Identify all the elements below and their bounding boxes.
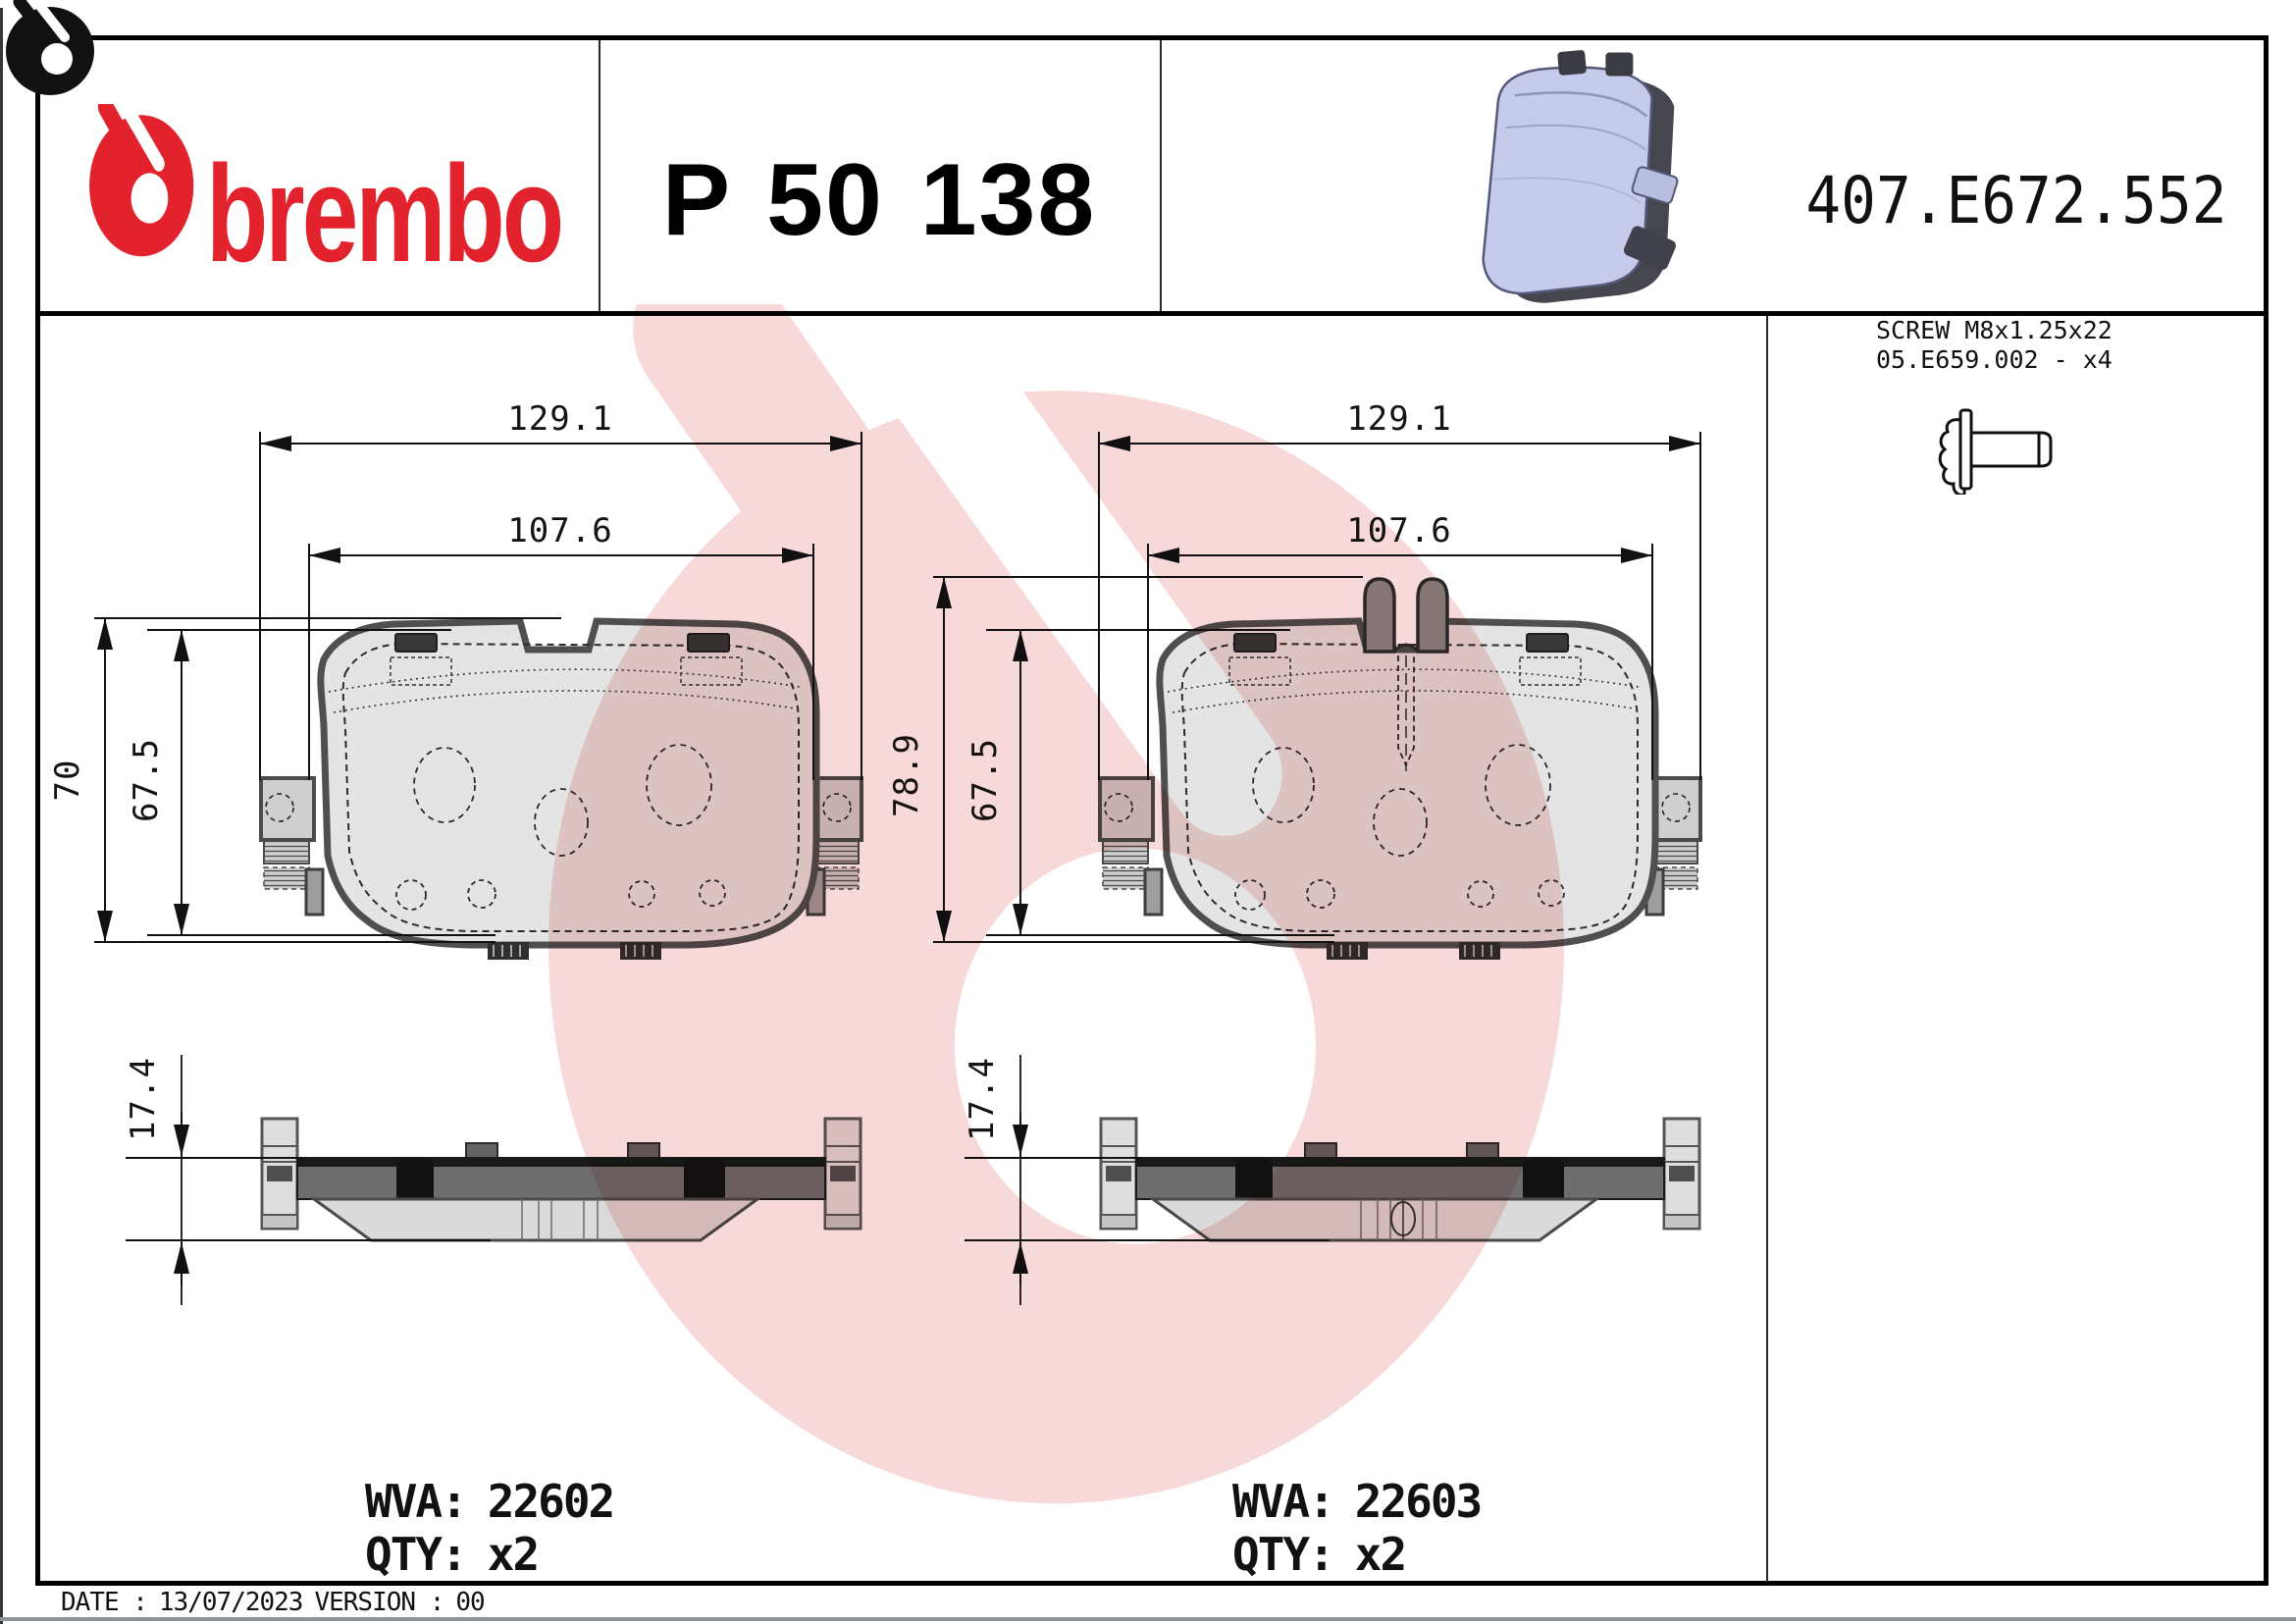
scan-edge-line	[0, 8, 3, 1624]
dim-pad-height-right: 67.5	[965, 738, 1005, 822]
wva-block-left: WVA: 22602 QTY: x2	[365, 1475, 615, 1581]
dim-pad-width-left: 107.6	[507, 511, 612, 550]
dim-total-height-right: 78.9	[887, 733, 926, 817]
wva-value: 22602	[487, 1475, 615, 1528]
version-value: 00	[455, 1588, 485, 1617]
wva-block-right: WVA: 22603 QTY: x2	[1232, 1475, 1483, 1581]
dim-total-width-left: 129.1	[507, 399, 612, 439]
wva-label: WVA:	[1232, 1475, 1335, 1528]
wva-value: 22603	[1354, 1475, 1483, 1528]
qty-value: x2	[487, 1528, 540, 1581]
dim-pad-width-right: 107.6	[1346, 511, 1451, 550]
brake-pad-3d-image	[1482, 50, 1679, 303]
right-panel-divider	[1766, 316, 1768, 1582]
drawing-pad-22603: 129.1 107.6 78.9 67.5 17.4	[887, 399, 1700, 1305]
qty-row: QTY: x2	[365, 1528, 613, 1581]
screw-part-number: 05.E659.002 - x4	[1876, 345, 2113, 374]
sheet-border	[35, 35, 2269, 1586]
qty-row: QTY: x2	[1232, 1528, 1481, 1581]
screw-spec: SCREW M8x1.25x22	[1876, 316, 2113, 344]
dim-total-width-right: 129.1	[1346, 399, 1451, 439]
title-cell-divider-1	[599, 40, 600, 311]
screw-icon	[1938, 408, 2053, 495]
part-number: P 50 138	[661, 143, 1097, 257]
wva-row: WVA: 22603	[1232, 1475, 1483, 1528]
wva-row: WVA: 22602	[365, 1475, 615, 1528]
dim-pad-height-left: 67.5	[127, 738, 166, 822]
dim-thickness-right: 17.4	[963, 1057, 1002, 1141]
qty-label: QTY:	[365, 1528, 468, 1581]
dim-total-height-left: 70	[48, 760, 87, 802]
brand-wordmark: brembo	[206, 136, 564, 290]
drawing-pad-22602: 129.1 107.6 70 67.5 17.4	[48, 399, 861, 1305]
dim-thickness-left: 17.4	[124, 1057, 163, 1141]
catalog-number: 407.E672.552	[1805, 163, 2227, 238]
wva-label: WVA:	[365, 1475, 468, 1528]
qty-value: x2	[1354, 1528, 1407, 1581]
date-value: 13/07/2023	[158, 1588, 304, 1617]
title-cell-divider-2	[1160, 40, 1162, 311]
version-label: VERSION :	[314, 1588, 444, 1617]
date-label: DATE :	[61, 1588, 148, 1617]
scan-bottom-line	[0, 1617, 2296, 1621]
footer-revision-line: DATE : 13/07/2023 VERSION : 00	[61, 1588, 496, 1617]
qty-label: QTY:	[1232, 1528, 1335, 1581]
